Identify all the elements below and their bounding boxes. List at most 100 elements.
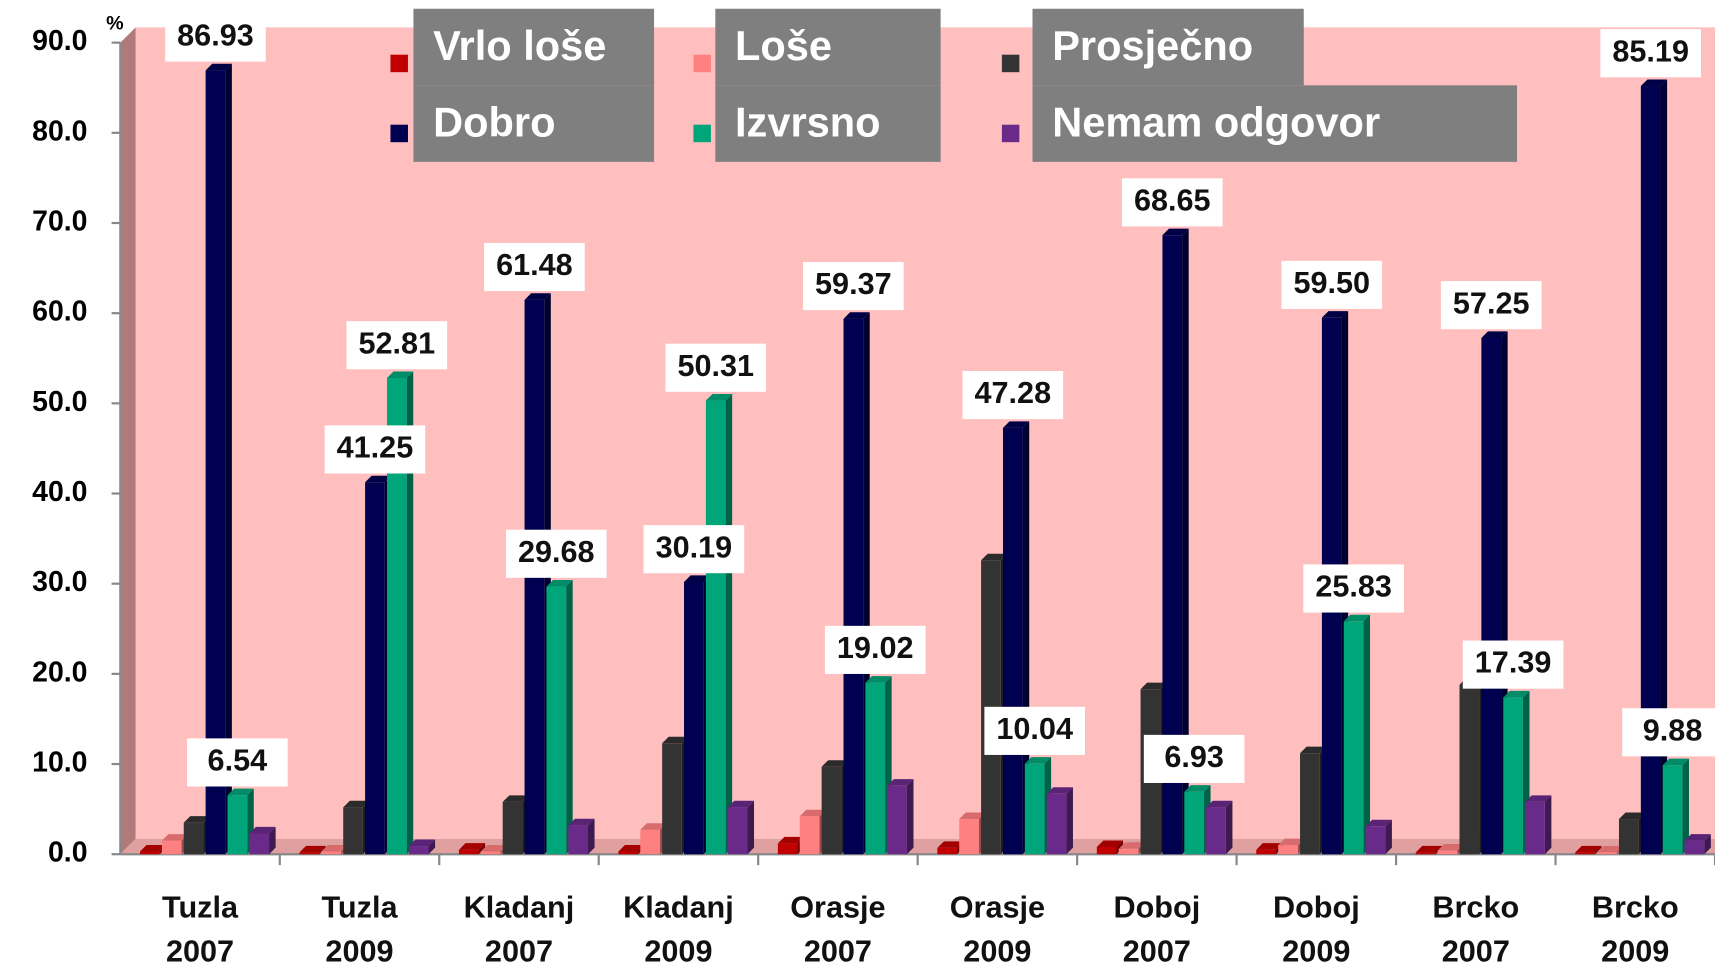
- bar-top: [981, 553, 1008, 561]
- bar: [161, 840, 182, 855]
- legend-swatch: [390, 54, 408, 73]
- bar: [299, 852, 320, 855]
- bar: [365, 482, 385, 855]
- bar: [1024, 763, 1045, 855]
- bar-top: [937, 841, 964, 848]
- bar-side: [1544, 795, 1552, 855]
- value-label: 41.25: [324, 425, 426, 474]
- bar: [1162, 235, 1183, 855]
- bar-top: [843, 312, 870, 319]
- value-label-text: 19.02: [837, 631, 914, 665]
- value-label: 25.83: [1303, 564, 1404, 613]
- y-tick-label: 10.0: [32, 747, 87, 779]
- bar-top: [1415, 845, 1442, 853]
- y-unit: %: [106, 12, 124, 34]
- legend-swatch: [1001, 124, 1020, 143]
- value-label-box: [1600, 29, 1701, 78]
- value-label-box: [1622, 708, 1715, 757]
- bar-top: [1437, 844, 1464, 851]
- bar-top: [1162, 228, 1189, 236]
- bar: [227, 795, 248, 855]
- legend-swatch: [390, 124, 408, 143]
- bar: [502, 801, 523, 855]
- bar: [1525, 801, 1545, 855]
- legend-label: Izvrsno: [715, 85, 941, 162]
- bar-top: [1618, 812, 1646, 820]
- bar: [705, 400, 726, 855]
- bar-top: [1321, 311, 1349, 318]
- value-label-box: [1462, 640, 1564, 689]
- value-label-text: 85.19: [1612, 34, 1689, 68]
- bar-top: [1046, 787, 1073, 794]
- value-label-box: [1303, 564, 1404, 613]
- bar: [1184, 791, 1204, 855]
- value-label-text: 10.04: [996, 712, 1073, 746]
- bar-top: [1597, 845, 1624, 853]
- value-label: 86.93: [165, 13, 266, 62]
- bar-top: [1278, 838, 1305, 846]
- bar-side: [1116, 840, 1124, 855]
- bar: [1640, 86, 1661, 855]
- value-label-text: 61.48: [496, 248, 573, 282]
- value-label: 19.02: [824, 625, 926, 674]
- bar-side: [747, 800, 755, 855]
- bar-top: [365, 475, 392, 483]
- value-label: 50.31: [665, 343, 767, 392]
- bar: [887, 785, 907, 855]
- bar: [1662, 765, 1683, 855]
- y-tick-label: 90.0: [32, 25, 87, 57]
- x-tick-label: Kladanj 2007: [463, 890, 575, 968]
- bar-top: [959, 812, 986, 820]
- x-tick-label: Orasje 2009: [949, 890, 1046, 968]
- value-label-box: [1121, 178, 1223, 227]
- bar: [684, 581, 704, 855]
- bar: [1575, 852, 1595, 855]
- x-tick-label: Doboj 2007: [1113, 890, 1201, 968]
- bar: [1618, 819, 1639, 855]
- bar: [1118, 848, 1139, 855]
- bar-side: [566, 580, 573, 855]
- bar: [727, 807, 748, 855]
- x-tick-label: Orasje 2007: [790, 890, 886, 968]
- x-tick-label: Tuzla 2007: [162, 890, 239, 968]
- bar-top: [799, 809, 826, 817]
- value-label-box: [1440, 281, 1542, 330]
- bar: [1046, 793, 1067, 855]
- bar: [1300, 753, 1320, 855]
- bar: [777, 843, 798, 855]
- value-label-text: 59.50: [1293, 266, 1370, 300]
- value-label: 85.19: [1600, 29, 1701, 78]
- bar: [937, 847, 958, 855]
- bar: [1415, 852, 1436, 855]
- bar: [568, 825, 588, 855]
- legend-swatch: [1001, 54, 1020, 73]
- bar: [1256, 849, 1276, 855]
- bar: [1096, 847, 1117, 855]
- bar: [1343, 621, 1364, 855]
- value-label: 68.65: [1121, 178, 1223, 227]
- value-label-text: 6.54: [208, 744, 268, 778]
- bar-top: [1300, 746, 1327, 754]
- value-label: 30.19: [643, 525, 745, 574]
- bar: [865, 682, 886, 855]
- legend-swatch: [693, 54, 711, 73]
- bar: [1002, 427, 1023, 855]
- y-tick-label: 0.0: [48, 837, 88, 869]
- y-tick-label: 70.0: [32, 206, 87, 238]
- bar-side: [1225, 800, 1233, 855]
- value-label-text: 68.65: [1134, 183, 1211, 217]
- bar: [1481, 337, 1502, 855]
- bar-top: [821, 760, 848, 767]
- bar-side: [1385, 819, 1392, 855]
- bar-top: [887, 779, 914, 786]
- bar-top: [1206, 800, 1233, 808]
- value-label-box: [1143, 734, 1245, 783]
- legend-label: Vrlo loše: [413, 8, 655, 86]
- bar: [546, 586, 567, 855]
- value-label-box: [803, 261, 904, 311]
- bar-side: [1182, 228, 1189, 855]
- value-label-box: [505, 529, 607, 578]
- value-label-text: 30.19: [656, 530, 733, 564]
- bar-top: [524, 293, 551, 300]
- bar: [183, 822, 204, 855]
